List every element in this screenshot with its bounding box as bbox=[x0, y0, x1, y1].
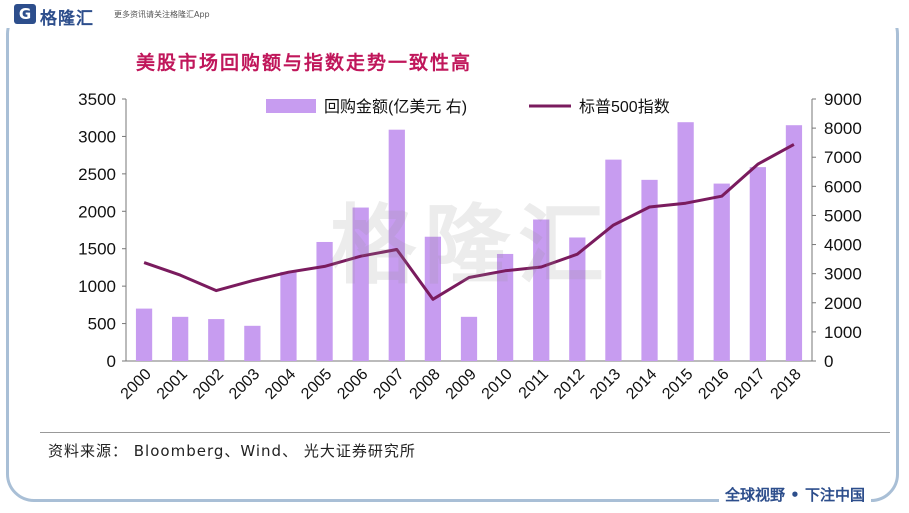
x-tick-label-2001: 2001 bbox=[154, 366, 191, 403]
x-tick-label-2010: 2010 bbox=[479, 366, 516, 403]
x-tick-label-2008: 2008 bbox=[407, 366, 444, 403]
y-right-tick-label: 9000 bbox=[824, 90, 862, 109]
bar-2016 bbox=[713, 183, 730, 361]
x-tick-label-2007: 2007 bbox=[370, 366, 407, 403]
header-bar: G 格隆汇 更多资讯请关注格隆汇App bbox=[0, 0, 909, 29]
y-right-tick-label: 8000 bbox=[824, 119, 862, 138]
x-tick-label-2015: 2015 bbox=[659, 366, 696, 403]
bar-2014 bbox=[641, 179, 658, 361]
y-left-tick-label: 1000 bbox=[78, 277, 116, 296]
y-right-tick-label: 2000 bbox=[824, 294, 862, 313]
x-tick-label-2005: 2005 bbox=[298, 366, 335, 403]
y-right-tick-label: 5000 bbox=[824, 206, 862, 225]
bar-2017 bbox=[749, 167, 766, 361]
source-note: 资料来源： Bloomberg、Wind、 光大证券研究所 bbox=[48, 442, 416, 460]
logo-name: 格隆汇 bbox=[40, 9, 94, 29]
y-right-tick-label: 6000 bbox=[824, 177, 862, 196]
bar-2015 bbox=[677, 122, 694, 361]
y-right-tick-label: 1000 bbox=[824, 323, 862, 342]
x-tick-label-2012: 2012 bbox=[551, 366, 588, 403]
x-tick-label-2016: 2016 bbox=[695, 366, 732, 403]
logo-icon: G bbox=[14, 4, 36, 24]
x-tick-label-2000: 2000 bbox=[118, 366, 155, 403]
x-tick-label-2004: 2004 bbox=[262, 366, 299, 403]
chart-area: 0 500 1000 1500 2000 2500 3000 3500 0 1000 2000 300… bbox=[44, 85, 892, 432]
y-right-tick-label: 4000 bbox=[824, 236, 862, 255]
y-right-tick-label: 3000 bbox=[824, 265, 862, 284]
y-left-tick-label: 3000 bbox=[78, 127, 116, 146]
x-tick-label-2002: 2002 bbox=[190, 366, 227, 403]
bar-2003 bbox=[244, 325, 261, 361]
x-tick-label-2011: 2011 bbox=[516, 366, 552, 402]
legend-line-label: 标普500指数 bbox=[579, 98, 670, 116]
x-tick-label-2014: 2014 bbox=[623, 366, 660, 403]
bar-2011 bbox=[533, 219, 550, 361]
bottom-slogan: 全球视野 • 下注中国 bbox=[718, 484, 871, 505]
bar-2018 bbox=[785, 125, 803, 361]
x-tick-label-2006: 2006 bbox=[334, 366, 371, 403]
bar-2010 bbox=[496, 253, 514, 361]
x-tick-label-2018: 2018 bbox=[768, 366, 805, 403]
x-tick-label-2017: 2017 bbox=[731, 366, 768, 403]
x-tick-label-2013: 2013 bbox=[587, 366, 624, 403]
bar-2004 bbox=[280, 271, 297, 361]
y-left-tick-label: 2500 bbox=[78, 165, 116, 184]
y-left-tick-label: 0 bbox=[107, 352, 116, 371]
bar-2005 bbox=[316, 241, 333, 361]
y-right-tick-label: 7000 bbox=[824, 148, 862, 167]
y-left-tick-label: 2000 bbox=[78, 202, 116, 221]
bar-2006 bbox=[352, 207, 369, 361]
y-left-tick-label: 500 bbox=[88, 315, 116, 334]
bar-2007 bbox=[388, 129, 405, 361]
bar-2001 bbox=[172, 316, 189, 361]
legend-bar-swatch bbox=[266, 99, 316, 113]
logo-subtitle: 更多资讯请关注格隆汇App bbox=[114, 10, 210, 19]
bar-2012 bbox=[569, 237, 586, 361]
bar-2002 bbox=[208, 319, 225, 361]
line-sp500 bbox=[143, 143, 795, 301]
y-left-tick-label: 3500 bbox=[78, 90, 116, 109]
chart-svg: 0 500 1000 1500 2000 2500 3000 3500 0 1000 2000 300… bbox=[78, 90, 862, 403]
y-left-tick-label: 1500 bbox=[78, 240, 116, 259]
source-divider bbox=[40, 432, 890, 433]
x-tick-label-2009: 2009 bbox=[443, 366, 480, 403]
bar-2009 bbox=[460, 316, 478, 361]
chart-title: 美股市场回购额与指数走势一致性高 bbox=[136, 52, 473, 74]
y-right-tick-label: 0 bbox=[824, 352, 833, 371]
bar-2013 bbox=[605, 159, 622, 361]
x-tick-label-2003: 2003 bbox=[226, 366, 263, 403]
bar-2000 bbox=[135, 308, 153, 361]
legend-bar-label: 回购金额(亿美元 右) bbox=[324, 98, 467, 116]
